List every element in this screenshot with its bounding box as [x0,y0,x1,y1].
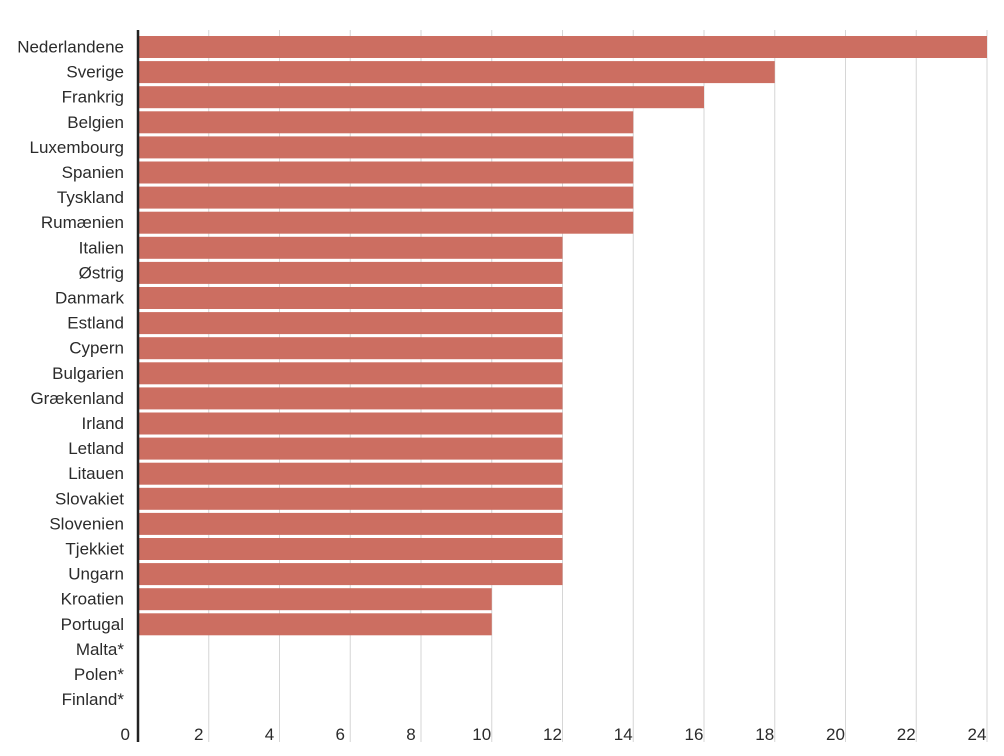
category-label: Østrig [79,263,124,282]
category-label: Italien [79,238,124,257]
x-tick-label: 4 [265,725,274,744]
bar-danmark [138,287,563,309]
category-label: Spanien [62,163,124,182]
bar-nederlandene [138,36,987,58]
x-tick-label: 14 [614,725,633,744]
x-tick-label: 6 [336,725,345,744]
category-label: Tjekkiet [65,540,124,559]
category-label: Danmark [55,289,124,308]
x-tick-label: 24 [968,725,987,744]
bar-letland [138,437,563,460]
category-label: Cypern [69,339,124,358]
category-label: Finland* [62,690,125,709]
x-tick-label: 10 [472,725,491,744]
category-label: Litauen [68,464,124,483]
bar-tjekkiet [138,538,563,560]
bar-rumænien [138,211,634,234]
x-tick-label: 0 [121,725,130,744]
bar-cypern [138,337,563,360]
bar-kroatien [138,588,492,611]
category-label: Nederlandene [17,38,124,57]
bar-portugal [138,613,492,636]
category-label: Bulgarien [52,364,124,383]
bar-italien [138,236,563,259]
x-tick-label: 16 [685,725,704,744]
x-tick-label: 8 [406,725,415,744]
x-tick-label: 12 [543,725,562,744]
bar-litauen [138,462,563,485]
category-label: Sverige [66,63,124,82]
category-label: Kroatien [61,590,124,609]
category-label-layer: Nederlandene Sverige Frankrig Belgien Luxemb… [17,38,124,710]
category-label: Estland [67,314,124,333]
bar-grækenland [138,387,563,410]
category-label: Belgien [67,113,124,132]
category-label: Frankrig [62,88,124,107]
bar-tyskland [138,186,634,209]
bar-estland [138,312,563,335]
x-tick-label: 18 [755,725,774,744]
bar-slovakiet [138,487,563,510]
tick-label-layer: 0 2 4 6 8 10 12 14 16 18 20 22 24 [121,725,987,744]
bar-sverige [138,61,775,84]
category-label: Tyskland [57,188,124,207]
category-label: Polen* [74,665,124,684]
x-tick-label: 2 [194,725,203,744]
bar-luxembourg [138,136,634,159]
category-label: Slovenien [49,514,124,533]
bar-ungarn [138,563,563,586]
bar-belgien [138,111,634,134]
x-tick-label: 22 [897,725,916,744]
category-label: Portugal [61,615,124,634]
bar-irland [138,412,563,435]
bar-spanien [138,161,634,184]
category-label: Rumænien [41,213,124,232]
category-label: Grækenland [30,389,124,408]
category-label: Malta* [76,640,125,659]
bar-slovenien [138,512,563,535]
bar-frankrig [138,86,704,109]
category-label: Ungarn [68,565,124,584]
bar-layer [138,36,987,636]
category-label: Letland [68,439,124,458]
x-tick-label: 20 [826,725,845,744]
category-label: Slovakiet [55,489,124,508]
bar-bulgarien [138,362,563,385]
category-label: Luxembourg [29,138,124,157]
bar-østrig [138,261,563,284]
category-label: Irland [81,414,124,433]
